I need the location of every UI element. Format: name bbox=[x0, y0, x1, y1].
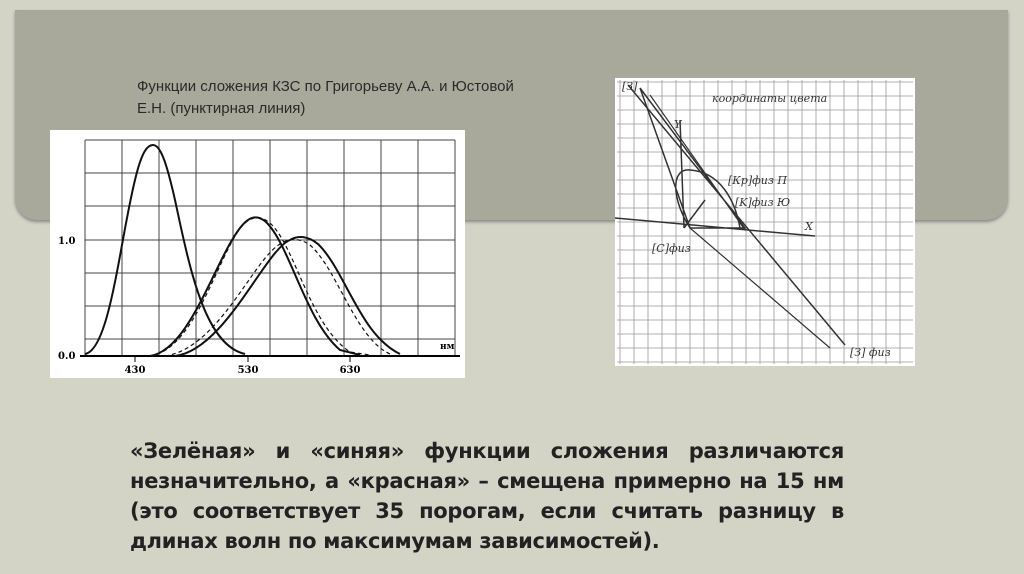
title-line: Функции сложения КЗС по Григорьеву А.А. … bbox=[137, 78, 514, 95]
hand-label: [K]физ Ю bbox=[735, 196, 790, 209]
hand-label: [C]физ bbox=[652, 242, 691, 255]
hand-label: [З] физ bbox=[850, 346, 891, 359]
title-line: Е.Н. (пунктирная линия) bbox=[137, 100, 306, 117]
title: Функции сложения КЗС по Григорьеву А.А. … bbox=[137, 76, 514, 120]
hand-label: координаты цвета bbox=[712, 92, 827, 105]
right-figure: [З] координаты цвета Y X [Кр]физ П [K]фи… bbox=[614, 78, 915, 366]
body-text: «Зелёная» и «синяя» функции сложения раз… bbox=[130, 439, 844, 553]
y-label: 0.0 bbox=[58, 351, 75, 362]
hand-label: Y bbox=[674, 118, 683, 131]
x-label: 630 bbox=[340, 365, 361, 376]
x-label: 530 bbox=[238, 365, 259, 376]
hand-label: [З] bbox=[622, 80, 638, 93]
x-label: 430 bbox=[125, 365, 146, 376]
y-label: 1.0 bbox=[58, 236, 75, 247]
x-unit: нм bbox=[440, 342, 455, 352]
hand-label: [Кр]физ П bbox=[728, 174, 787, 187]
hand-label: X bbox=[804, 220, 814, 233]
left-figure: 1.0 0.0 430 530 630 нм bbox=[50, 130, 465, 378]
